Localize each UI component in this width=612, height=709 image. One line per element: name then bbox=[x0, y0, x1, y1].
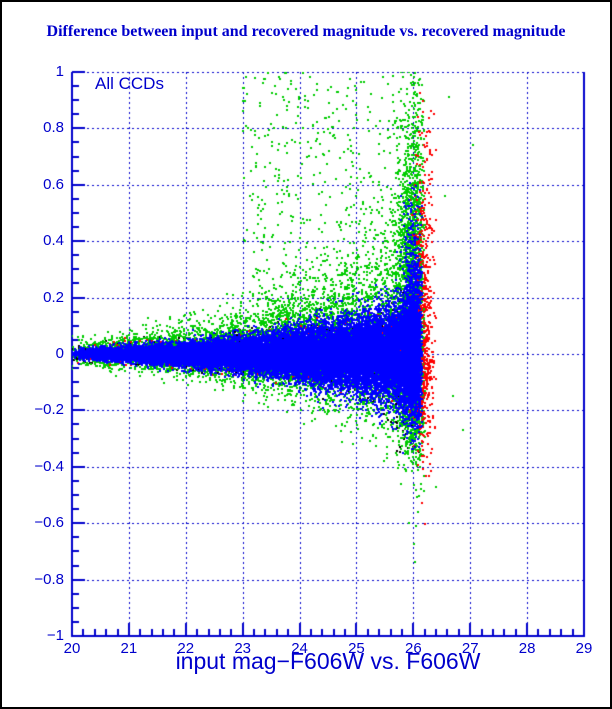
y-tick-label: 0.2 bbox=[43, 288, 64, 306]
y-tick-label: 0.8 bbox=[43, 119, 64, 137]
x-tick-label: 22 bbox=[177, 640, 195, 657]
x-tick-label: 24 bbox=[291, 640, 308, 657]
page-title: Difference between input and recovered m… bbox=[46, 23, 566, 40]
x-tick-label: 28 bbox=[518, 640, 536, 657]
y-tick-label: 0.4 bbox=[43, 232, 64, 250]
y-tick-label: −0.4 bbox=[34, 457, 64, 475]
y-tick-label: 1 bbox=[55, 63, 64, 80]
y-tick-label: 0 bbox=[55, 345, 64, 362]
x-axis-title: input mag−F606W vs. F606W bbox=[175, 648, 481, 674]
y-tick-label: −0.8 bbox=[34, 570, 64, 588]
x-tick-label: 23 bbox=[234, 640, 251, 657]
y-tick-label: 0.6 bbox=[43, 175, 64, 193]
x-tick-label: 26 bbox=[404, 640, 422, 657]
y-tick-label: −0.6 bbox=[34, 514, 64, 532]
x-tick-label: 20 bbox=[63, 640, 81, 657]
y-tick-label: −0.2 bbox=[34, 401, 64, 419]
x-tick-label: 25 bbox=[348, 640, 365, 657]
y-tick-label: −1 bbox=[46, 627, 64, 644]
x-tick-label: 27 bbox=[461, 640, 479, 657]
x-tick-label: 21 bbox=[120, 640, 138, 657]
plot-annotation: All CCDs bbox=[95, 74, 164, 93]
x-tick-label: 29 bbox=[575, 640, 593, 657]
